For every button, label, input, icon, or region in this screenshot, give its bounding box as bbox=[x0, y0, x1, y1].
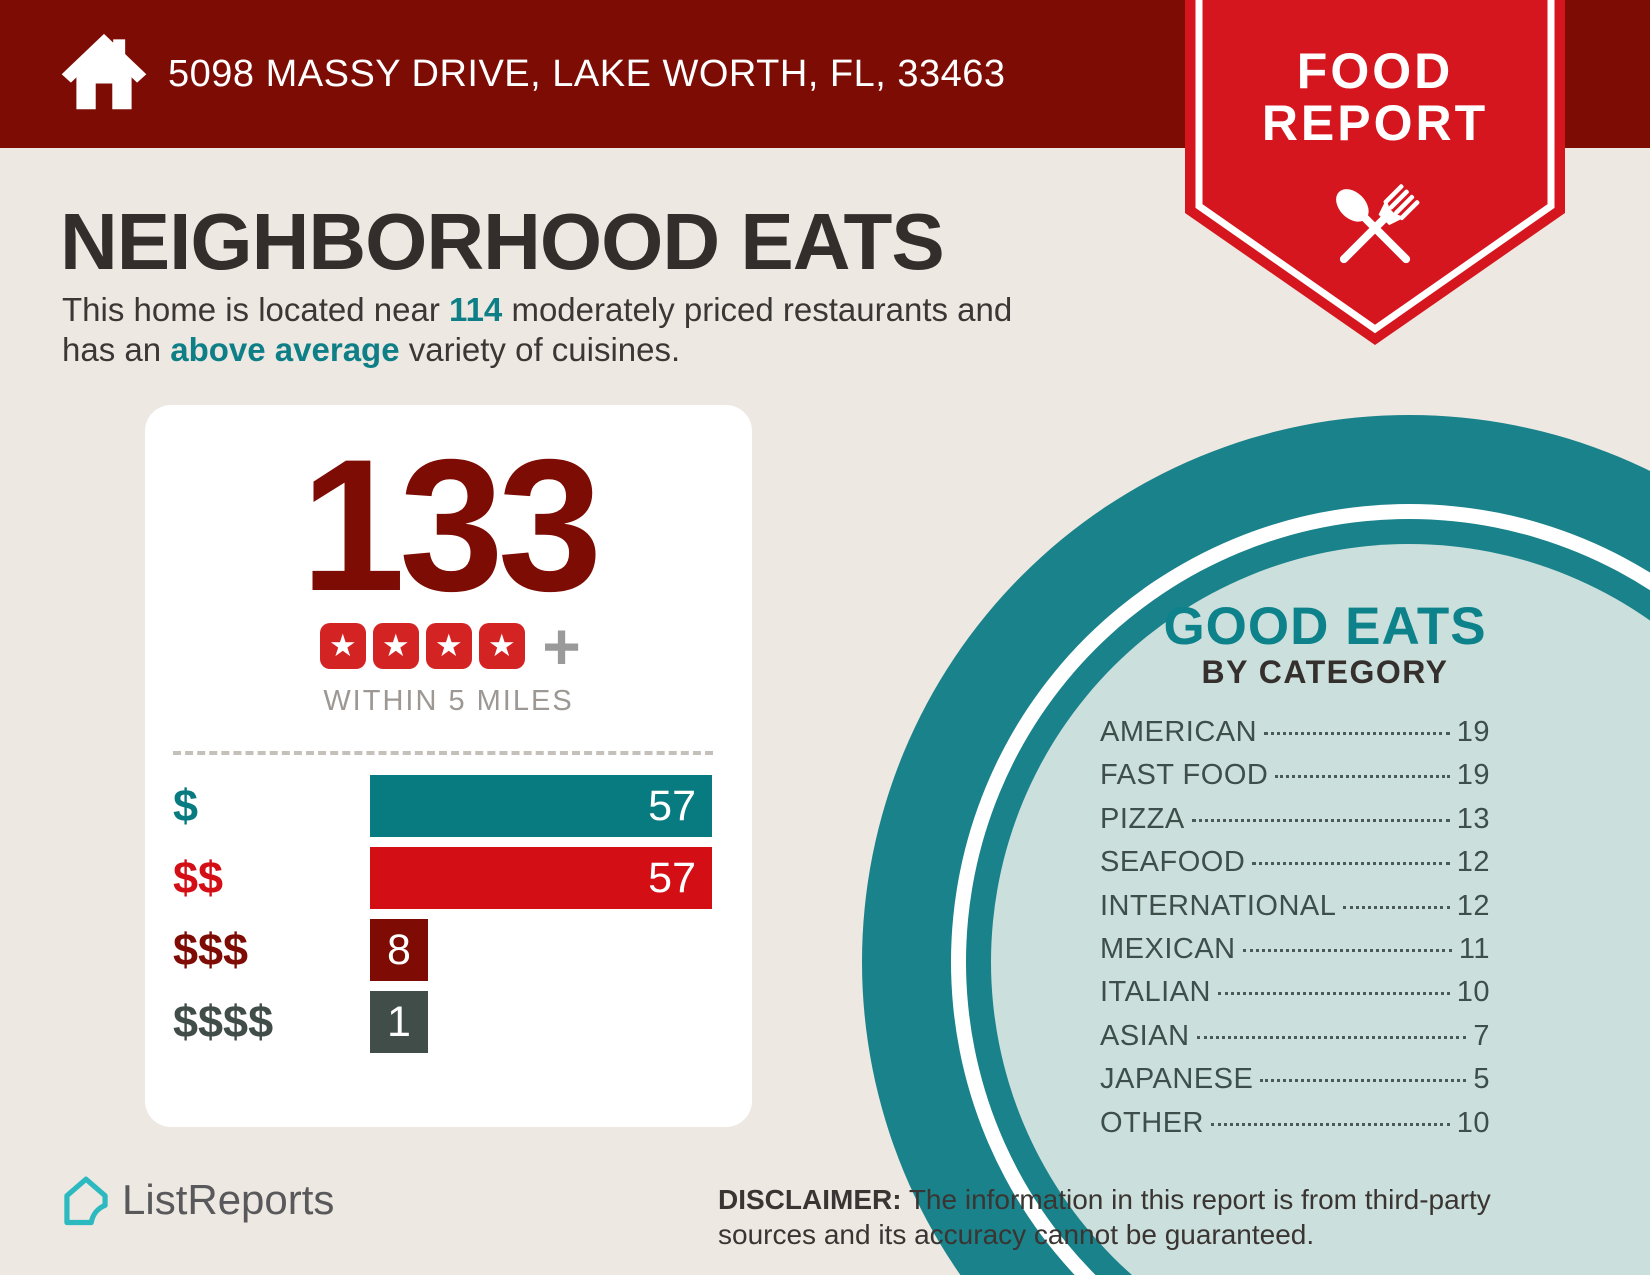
category-label: INTERNATIONAL bbox=[1100, 889, 1337, 922]
disclaimer-label: DISCLAIMER: bbox=[718, 1184, 902, 1215]
price-bar: 8 bbox=[370, 919, 428, 981]
star-icon: ★ bbox=[425, 623, 472, 669]
category-label: JAPANESE bbox=[1100, 1063, 1254, 1096]
variety-highlight: above average bbox=[170, 331, 400, 368]
price-level-label: $$$$ bbox=[173, 996, 274, 1047]
price-bar-value: 1 bbox=[387, 997, 411, 1046]
restaurant-stats-card: 133 ★ ★ ★ ★ + WITHIN 5 MILES $ 57 $$ 57 … bbox=[145, 405, 752, 1127]
total-restaurant-count: 133 bbox=[300, 420, 603, 630]
page-title: NEIGHBORHOOD EATS bbox=[60, 197, 945, 286]
category-label: AMERICAN bbox=[1100, 716, 1258, 748]
listreports-logo-text: ListReports bbox=[122, 1176, 335, 1223]
price-bar-row: $$$$ 1 bbox=[145, 991, 752, 1053]
dotted-leader bbox=[1260, 1079, 1467, 1083]
category-label: SEAFOOD bbox=[1100, 846, 1246, 879]
food-report-badge: FOOD REPORT bbox=[1185, 0, 1565, 355]
star-icon: ★ bbox=[478, 623, 525, 669]
dotted-leader bbox=[1217, 992, 1450, 996]
dotted-leader bbox=[1196, 1035, 1467, 1039]
listreports-logo: ListReports bbox=[60, 1172, 334, 1228]
category-row: ASIAN 7 bbox=[1100, 1020, 1490, 1063]
category-row: INTERNATIONAL 12 bbox=[1100, 890, 1490, 933]
dotted-leader bbox=[1242, 948, 1452, 952]
good-eats-subtitle: BY CATEGORY bbox=[1201, 654, 1449, 690]
dotted-leader bbox=[1343, 905, 1450, 909]
category-label: ITALIAN bbox=[1100, 976, 1211, 1009]
price-bar: 1 bbox=[370, 991, 428, 1053]
category-row: PIZZA 13 bbox=[1100, 803, 1490, 846]
star-icon: ★ bbox=[372, 623, 419, 669]
category-label: FAST FOOD bbox=[1100, 759, 1269, 792]
category-row: SEAFOOD 12 bbox=[1100, 846, 1490, 889]
category-value: 13 bbox=[1456, 802, 1490, 835]
category-value: 12 bbox=[1456, 889, 1490, 922]
category-value: 10 bbox=[1456, 1106, 1490, 1139]
category-value: 12 bbox=[1456, 846, 1490, 879]
price-bar-chart: $ 57 $$ 57 $$$ 8 $$$$ 1 bbox=[145, 775, 752, 1053]
category-label: OTHER bbox=[1100, 1106, 1204, 1139]
radius-label: WITHIN 5 MILES bbox=[323, 685, 574, 717]
price-bar-value: 8 bbox=[387, 925, 411, 974]
plus-icon: + bbox=[542, 609, 581, 683]
badge-line1: FOOD bbox=[1297, 43, 1453, 99]
category-row: JAPANESE 5 bbox=[1100, 1063, 1490, 1106]
restaurant-count: 114 bbox=[449, 291, 503, 328]
price-level-label: $ bbox=[173, 780, 199, 831]
property-address: 5098 MASSY DRIVE, LAKE WORTH, FL, 33463 bbox=[168, 52, 1006, 95]
price-bar: 57 bbox=[370, 775, 712, 837]
subtitle-text: This home is located near bbox=[62, 291, 450, 328]
category-label: MEXICAN bbox=[1100, 932, 1236, 965]
good-eats-title: GOOD EATS bbox=[1163, 597, 1487, 656]
price-bar-value: 57 bbox=[648, 781, 696, 830]
category-row: OTHER 10 bbox=[1100, 1107, 1490, 1150]
category-value: 19 bbox=[1456, 716, 1490, 748]
category-row: AMERICAN 19 bbox=[1100, 716, 1490, 759]
listreports-house-icon bbox=[64, 1176, 108, 1226]
category-value: 11 bbox=[1458, 932, 1490, 965]
category-label: ASIAN bbox=[1100, 1019, 1190, 1052]
category-label: PIZZA bbox=[1100, 802, 1185, 835]
price-bar: 57 bbox=[370, 847, 712, 909]
category-row: MEXICAN 11 bbox=[1100, 933, 1490, 976]
dashed-divider bbox=[173, 751, 713, 755]
category-row: FAST FOOD 19 bbox=[1100, 759, 1490, 802]
price-level-label: $$$ bbox=[173, 924, 249, 975]
price-level-label: $$ bbox=[173, 852, 224, 903]
spoon-fork-icon bbox=[1336, 184, 1420, 264]
category-row: ITALIAN 10 bbox=[1100, 976, 1490, 1019]
page-subtitle: This home is located near 114 moderately… bbox=[62, 291, 1013, 368]
dotted-leader bbox=[1211, 1122, 1450, 1126]
star-icon: ★ bbox=[319, 623, 366, 669]
dotted-leader bbox=[1191, 818, 1450, 822]
dotted-leader bbox=[1275, 775, 1450, 779]
price-bar-row: $$ 57 bbox=[145, 847, 752, 909]
category-list: AMERICAN 19 FAST FOOD 19 PIZZA 13 SEAFOOD 12… bbox=[1100, 716, 1490, 1150]
price-bar-row: $ 57 bbox=[145, 775, 752, 837]
category-value: 19 bbox=[1456, 759, 1490, 792]
home-icon bbox=[58, 26, 150, 118]
dotted-leader bbox=[1264, 732, 1450, 735]
category-value: 5 bbox=[1473, 1063, 1490, 1096]
category-value: 10 bbox=[1456, 976, 1490, 1009]
badge-line2: REPORT bbox=[1262, 95, 1488, 151]
price-bar-row: $$$ 8 bbox=[145, 919, 752, 981]
dotted-leader bbox=[1252, 862, 1450, 866]
price-bar-value: 57 bbox=[648, 853, 696, 902]
category-value: 7 bbox=[1473, 1019, 1490, 1052]
disclaimer-text: DISCLAIMER: The information in this repo… bbox=[718, 1184, 1491, 1250]
star-rating: ★ ★ ★ ★ + bbox=[145, 609, 752, 683]
